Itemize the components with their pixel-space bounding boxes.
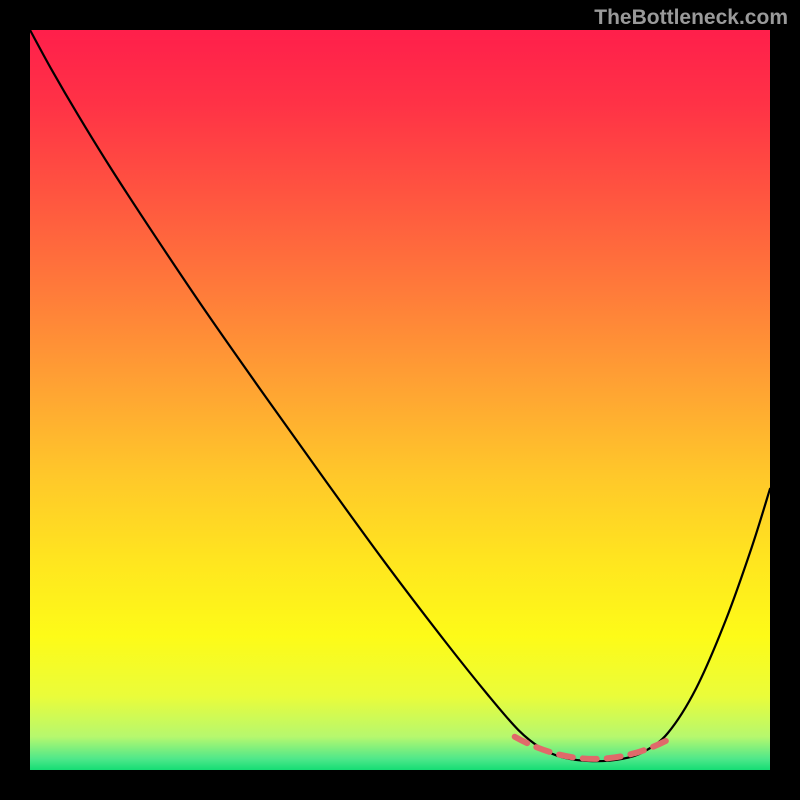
chart-container: TheBottleneck.com <box>0 0 800 800</box>
bottleneck-curve <box>30 30 770 761</box>
plot-area <box>30 30 770 770</box>
watermark-text: TheBottleneck.com <box>594 6 788 30</box>
curve-svg <box>30 30 770 770</box>
